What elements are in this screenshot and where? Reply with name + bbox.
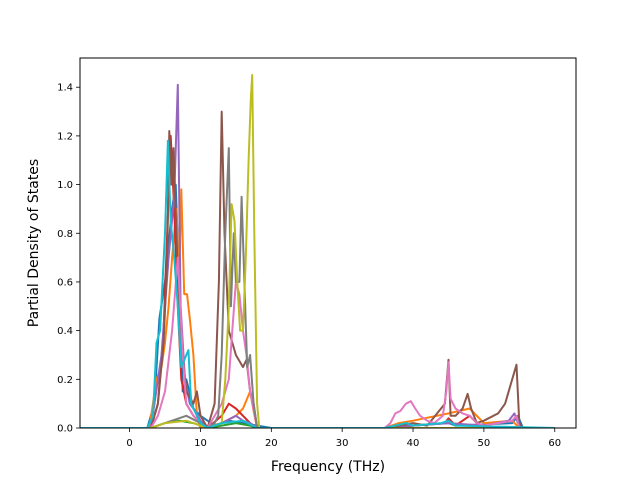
x-tick-label: 40: [407, 438, 420, 449]
y-axis-label: Partial Density of States: [26, 159, 42, 327]
pdos-series-line-9: [80, 74, 555, 428]
x-tick-label: 0: [126, 438, 132, 449]
series-layer: [80, 74, 555, 428]
pdos-series-line-7: [80, 256, 555, 428]
pdos-series-line-10: [80, 139, 555, 428]
x-axis-label: Frequency (THz): [271, 459, 385, 475]
y-axis-ticks: 0.0 0.2 0.4 0.6 0.8 1.0 1.2 1.4: [57, 83, 80, 435]
y-tick-label: 0.8: [57, 229, 73, 240]
y-tick-label: 0.0: [57, 424, 73, 435]
x-tick-label: 50: [478, 438, 491, 449]
y-tick-label: 1.2: [57, 131, 73, 142]
plot-area: [80, 58, 576, 428]
y-tick-label: 1.0: [57, 180, 73, 191]
x-tick-label: 60: [548, 438, 561, 449]
pdos-series-line-8: [80, 147, 555, 428]
y-tick-label: 1.4: [57, 83, 73, 94]
x-tick-label: 20: [265, 438, 278, 449]
y-tick-label: 0.4: [57, 326, 73, 337]
y-tick-label: 0.6: [57, 277, 73, 288]
pdos-series-line-2: [80, 188, 555, 428]
plot-frame: [79, 57, 577, 429]
x-tick-label: 10: [194, 438, 207, 449]
y-tick-label: 0.2: [57, 375, 73, 386]
x-tick-label: 30: [336, 438, 349, 449]
x-axis-ticks: 0 10 20 30 40 50 60: [126, 428, 561, 449]
